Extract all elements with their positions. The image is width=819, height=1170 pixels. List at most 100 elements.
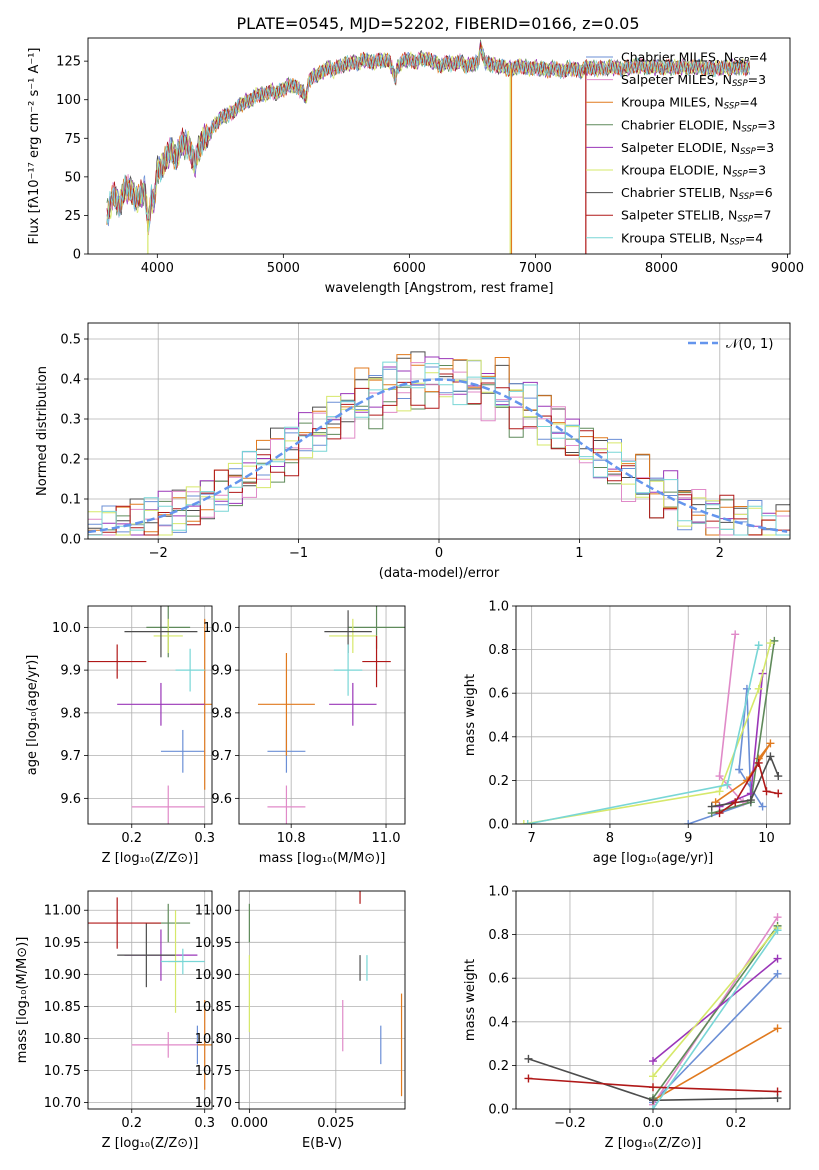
mass-weight-marker <box>731 798 740 807</box>
y-tick-label: 10.0 <box>203 621 232 636</box>
legend-suffix: =3 <box>757 117 775 132</box>
mass-weight-marker <box>773 1024 782 1033</box>
legend-entry: Kroupa ELODIE, NSSP=3 <box>621 163 766 180</box>
mass-weight-marker <box>762 787 771 796</box>
mass-weight-marker <box>773 913 782 922</box>
y-tick-label: 0.0 <box>488 818 509 833</box>
mass-weight-marker <box>684 820 693 824</box>
y-tick-label: 10.85 <box>44 1000 81 1015</box>
legend-entry: Salpeter STELIB, NSSP=7 <box>621 208 771 225</box>
y-tick-label: 0.0 <box>60 533 81 548</box>
mass-weight-line <box>711 754 780 808</box>
mass-weight-marker <box>754 641 763 650</box>
axes: −2 −1 0 1 2 0.0 0.1 0.2 0.3 0.4 0.5 (data-model)/er… <box>35 322 791 581</box>
y-tick-label: 10.75 <box>44 1064 81 1079</box>
y-tick-label: 10.75 <box>195 1064 232 1079</box>
y-tick-label: 0.2 <box>60 453 81 468</box>
axes-frame <box>87 37 791 255</box>
legend-subscript: SSP <box>733 57 749 67</box>
mass-weight-marker <box>773 969 782 978</box>
axes-frame <box>87 322 791 540</box>
mass-weight-marker <box>766 752 775 761</box>
y-axis-label: Flux [fλ10⁻¹⁷ erg cm⁻² s⁻¹ A⁻¹] <box>27 48 42 245</box>
mass-weight-marker <box>649 1105 657 1109</box>
legend-entry: Salpeter MILES, NSSP=3 <box>621 72 766 89</box>
legend-entry: Kroupa STELIB, NSSP=4 <box>621 230 763 247</box>
mass-weight-marker <box>731 630 740 639</box>
legend-subscript: SSP <box>737 215 753 225</box>
legend-entry: Kroupa MILES, NSSP=4 <box>621 95 758 112</box>
x-axis-label: Z [log₁₀(Z/Z⊙)] <box>102 851 199 866</box>
x-axis-label: age [log₁₀(age/yr)] <box>593 851 714 866</box>
x-tick-label: 8 <box>606 831 614 846</box>
mass-weight-marker <box>746 796 755 805</box>
x-tick-label: 8000 <box>645 261 678 276</box>
legend-subscript: SSP <box>724 102 740 112</box>
y-tick-label: 11.00 <box>44 904 81 919</box>
mass-weight-marker <box>715 772 724 781</box>
spectrum-legend: Chabrier MILES, NSSP=4 Salpeter MILES, NS… <box>586 50 776 247</box>
mass-weight-marker <box>519 820 528 824</box>
plot-area <box>248 891 403 1097</box>
y-tick-label: 125 <box>56 55 81 70</box>
legend-suffix: =7 <box>753 208 771 223</box>
mass-weight-marker <box>766 739 775 748</box>
x-tick-label: 5000 <box>267 261 300 276</box>
legend-subscript: SSP <box>732 79 748 89</box>
y-tick-label: 0.8 <box>488 928 509 943</box>
mass-weight-marker <box>524 1074 533 1083</box>
y-tick-label: 10.95 <box>195 936 232 951</box>
figure-title: PLATE=0545, MJD=52202, FIBERID=0166, z=0… <box>236 14 639 33</box>
x-tick-label: 9 <box>684 831 692 846</box>
legend-suffix: =3 <box>748 72 766 87</box>
mass-weight-marker <box>649 1083 657 1092</box>
axes: 10.8 11.0 9.6 9.7 9.8 9.9 10.0 mass [log₁₀(M/M⊙… <box>203 605 406 866</box>
grid-lines <box>239 606 405 824</box>
x-tick-label: 0.2 <box>121 831 142 846</box>
mass-weight-line <box>652 925 779 1099</box>
y-tick-label: 9.6 <box>211 792 232 807</box>
legend-entry: Salpeter ELODIE, NSSP=3 <box>621 140 774 157</box>
plot-area <box>88 897 212 1090</box>
mass-weight-marker <box>773 926 782 935</box>
y-tick-label: 1.0 <box>488 600 509 615</box>
normal-reference-curve <box>88 378 788 534</box>
mass-weight-marker <box>774 789 783 798</box>
mass-weight-marker <box>707 802 716 811</box>
axes-frame <box>87 605 213 825</box>
plot-area <box>524 913 782 1109</box>
x-axis-label: (data-model)/error <box>379 566 500 581</box>
age-vs-mass-panel: 10.8 11.0 9.6 9.7 9.8 9.9 10.0 mass [log₁₀(M/M⊙… <box>203 605 406 866</box>
mass-weight-marker <box>711 798 720 807</box>
x-tick-label: 0.2 <box>726 1116 747 1131</box>
mass-weight-marker <box>715 787 724 796</box>
weight-vs-metallicity-panel: −0.2 0.0 0.2 0.0 0.2 0.4 0.6 0.8 1.0 Z [log₁₀(Z/Z… <box>463 885 791 1151</box>
mass-weight-marker <box>649 1096 657 1105</box>
weight-vs-age-panel: 7 8 9 10 0.0 0.2 0.4 0.6 0.8 1.0 age [log₁₀(age/yr… <box>463 600 791 866</box>
axes: 0.000 0.025 10.70 10.75 10.80 10.85 10.90 10.95… <box>195 890 406 1151</box>
mass-weight-marker <box>523 820 532 824</box>
residual-histogram <box>88 356 790 536</box>
plot-area <box>519 630 783 824</box>
y-axis-label: age [log₁₀(age/yr)] <box>25 655 40 776</box>
plot-area <box>106 39 751 254</box>
axes: 4000 5000 6000 7000 8000 9000 0 25 50 75 100 125 wav… <box>27 37 804 296</box>
y-tick-label: 25 <box>64 209 81 224</box>
y-tick-label: 0.3 <box>60 413 81 428</box>
mass-weight-marker <box>723 780 732 789</box>
y-tick-label: 0.0 <box>488 1103 509 1118</box>
mass-weight-line <box>652 927 779 1077</box>
residual-histogram <box>88 361 790 536</box>
y-tick-label: 0.6 <box>488 687 509 702</box>
residual-histogram <box>88 373 790 536</box>
axes: −0.2 0.0 0.2 0.0 0.2 0.4 0.6 0.8 1.0 Z [log₁₀(Z/Z… <box>463 885 791 1151</box>
y-axis-label: mass weight <box>463 674 478 756</box>
axes: 0.2 0.3 10.70 10.75 10.80 10.85 10.90 10.95 11.0… <box>15 890 215 1151</box>
mass-vs-metallicity-panel: 0.2 0.3 10.70 10.75 10.80 10.85 10.90 10.95 11.0… <box>15 890 215 1151</box>
y-tick-label: 0.1 <box>60 493 81 508</box>
plot-area <box>257 606 405 824</box>
legend-subscript: SSP <box>729 237 745 247</box>
y-axis-label: mass weight <box>463 959 478 1041</box>
axes: 7 8 9 10 0.0 0.2 0.4 0.6 0.8 1.0 age [log₁₀(age/yr… <box>463 600 791 866</box>
